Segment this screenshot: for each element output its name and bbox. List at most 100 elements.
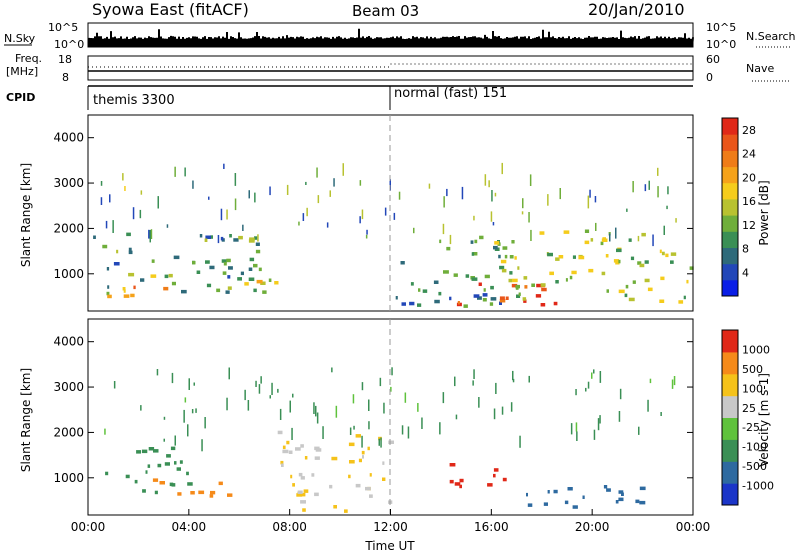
- data-cell: [177, 492, 182, 496]
- data-cell: [599, 415, 601, 424]
- data-cell: [563, 230, 570, 234]
- data-cell: [434, 299, 440, 304]
- data-cell: [314, 492, 319, 497]
- data-cell: [164, 274, 169, 279]
- data-cell: [493, 468, 499, 472]
- data-cell: [661, 251, 665, 256]
- colorbar-tick: 20: [742, 171, 756, 184]
- data-cell: [355, 483, 361, 488]
- x-tick-label: 04:00: [172, 520, 207, 534]
- data-cell: [449, 234, 452, 245]
- data-cell: [501, 268, 507, 273]
- data-cell: [234, 198, 237, 211]
- data-cell: [587, 381, 590, 389]
- data-cell: [453, 273, 458, 277]
- data-cell: [361, 209, 364, 220]
- data-cell: [151, 259, 155, 263]
- data-cell: [597, 418, 600, 431]
- data-cell: [314, 456, 320, 460]
- data-cell: [358, 458, 362, 463]
- data-cell: [536, 283, 543, 288]
- data-cell: [657, 167, 659, 176]
- data-cell: [204, 417, 206, 429]
- colorbar-tick: 4: [742, 266, 749, 279]
- data-cell: [401, 302, 406, 306]
- data-cell: [262, 290, 267, 294]
- data-cell: [675, 218, 677, 223]
- data-cell: [106, 267, 110, 271]
- data-cell: [569, 275, 573, 280]
- data-cell: [639, 500, 646, 505]
- data-cell: [484, 174, 487, 186]
- data-cell: [369, 494, 373, 498]
- data-cell: [488, 180, 490, 188]
- data-cell: [530, 229, 532, 241]
- data-cell: [495, 382, 497, 394]
- data-cell: [446, 188, 448, 197]
- data-cell: [300, 492, 306, 497]
- data-cell: [186, 471, 189, 476]
- data-cell: [282, 449, 289, 454]
- data-cell: [543, 502, 548, 506]
- data-cell: [335, 405, 338, 418]
- data-cell: [382, 477, 386, 481]
- data-cell: [150, 229, 153, 239]
- data-cell: [112, 220, 114, 233]
- data-cell: [170, 446, 176, 451]
- data-cell: [461, 186, 464, 200]
- data-cell: [644, 184, 647, 192]
- data-cell: [417, 303, 422, 307]
- data-cell: [128, 250, 133, 255]
- data-cell: [595, 222, 597, 231]
- data-cell: [248, 190, 250, 199]
- data-cell: [511, 240, 515, 244]
- data-cell: [187, 424, 189, 437]
- data-cell: [673, 376, 676, 386]
- data-cell: [578, 255, 585, 260]
- data-cell: [519, 435, 521, 448]
- nsky-tick-bottom: 10^0: [54, 38, 84, 51]
- data-cell: [244, 282, 249, 286]
- y-tick-label: 3000: [53, 380, 84, 394]
- data-cell: [471, 277, 478, 281]
- colorbar-swatch: [722, 351, 738, 375]
- data-cell: [166, 454, 171, 458]
- data-cell: [383, 402, 385, 414]
- data-cell: [589, 189, 591, 198]
- data-cell: [124, 186, 126, 191]
- data-cell: [641, 232, 646, 237]
- data-cell: [240, 271, 244, 276]
- data-cell: [210, 235, 213, 239]
- data-cell: [209, 494, 214, 498]
- data-cell: [422, 289, 428, 293]
- data-cell: [145, 470, 148, 474]
- data-cell: [226, 397, 228, 411]
- y-tick-label: 2000: [53, 221, 84, 235]
- data-cell: [518, 292, 521, 296]
- data-cell: [280, 460, 284, 465]
- x-tick-label: 12:00: [373, 520, 408, 534]
- data-cell: [163, 416, 166, 420]
- data-cell: [628, 238, 632, 242]
- data-cell: [128, 247, 132, 252]
- data-cell: [494, 192, 497, 197]
- colorbar-swatch: [722, 231, 738, 248]
- data-cell: [510, 402, 513, 412]
- data-cell: [421, 417, 423, 429]
- data-cell: [331, 456, 338, 461]
- data-cell: [361, 450, 365, 455]
- data-cell: [499, 301, 502, 305]
- data-cell: [153, 449, 159, 453]
- y-tick-label: 1000: [53, 267, 84, 281]
- data-cell: [512, 370, 514, 381]
- data-cell: [508, 278, 513, 283]
- data-cell: [168, 273, 173, 278]
- data-cell: [659, 299, 665, 303]
- data-cell: [238, 235, 243, 240]
- data-cell: [572, 255, 576, 259]
- data-cell: [191, 409, 194, 414]
- data-cell: [540, 303, 546, 307]
- data-cell: [473, 369, 475, 379]
- date-title: 20/Jan/2010: [588, 0, 685, 19]
